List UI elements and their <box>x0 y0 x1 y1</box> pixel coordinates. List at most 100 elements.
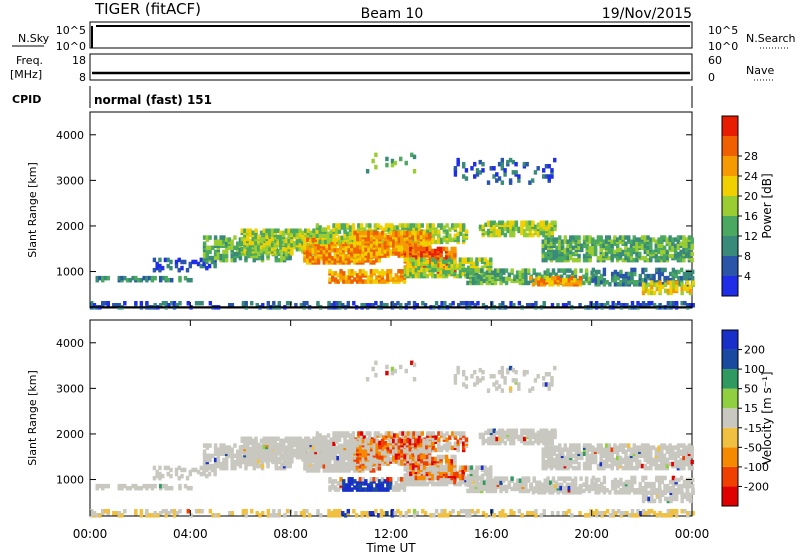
power-cell <box>356 249 360 254</box>
power-cell <box>389 230 393 236</box>
power-cell <box>638 251 642 257</box>
velocity-cell <box>332 435 336 440</box>
power-cell <box>431 267 435 273</box>
velocity-cell <box>166 465 170 471</box>
power-cell <box>306 228 311 233</box>
power-cell <box>556 275 560 281</box>
power-cell <box>660 243 664 249</box>
velocity-cell <box>211 453 215 459</box>
power-cell <box>682 271 687 277</box>
power-cell <box>632 239 636 244</box>
power-cell <box>247 253 251 259</box>
power-cell <box>442 256 446 262</box>
velocity-cell <box>348 439 353 444</box>
power-cell <box>411 261 416 267</box>
power-cell <box>567 300 571 306</box>
power-cell <box>676 245 681 251</box>
power-cell <box>238 255 243 261</box>
velocity-cell <box>219 443 223 448</box>
power-cell <box>521 268 525 273</box>
velocity-cell <box>298 440 302 446</box>
velocity-cell <box>224 449 229 454</box>
power-cell <box>578 275 583 281</box>
power-cell <box>343 223 347 228</box>
power-cell <box>238 241 243 246</box>
power-cell <box>259 244 264 250</box>
power-cell <box>602 267 607 273</box>
velocity-cell <box>661 513 665 518</box>
power-cell <box>114 303 119 308</box>
velocity-cell <box>448 441 452 447</box>
power-cell <box>383 271 387 276</box>
velocity-cell <box>189 485 193 491</box>
velocity-cell <box>342 487 346 492</box>
power-cell <box>346 231 350 236</box>
power-cell <box>211 255 215 261</box>
velocity-cell <box>431 456 435 462</box>
power-cell <box>518 274 523 280</box>
power-cell <box>277 300 282 306</box>
power-cell <box>613 235 617 240</box>
power-cell <box>436 267 441 273</box>
power-cell <box>450 250 454 256</box>
velocity-cell <box>437 431 441 436</box>
power-cell <box>358 277 363 282</box>
velocity-cell <box>98 513 102 518</box>
power-cell <box>485 270 489 275</box>
cpid-text: normal (fast) 151 <box>94 93 212 107</box>
velocity-cell <box>335 431 339 436</box>
power-cell <box>445 229 449 234</box>
power-cell <box>613 282 618 287</box>
velocity-cell <box>372 438 377 444</box>
power-cell <box>495 178 499 183</box>
velocity-cell <box>112 511 116 516</box>
power-cell <box>444 265 449 271</box>
power-cell <box>233 235 237 240</box>
power-cell <box>194 300 199 306</box>
power-cell <box>650 284 654 290</box>
power-cell <box>655 282 660 288</box>
velocity-cell <box>200 508 204 514</box>
velocity-cell <box>230 453 234 459</box>
power-cell <box>379 300 384 306</box>
velocity-cell <box>459 508 464 514</box>
power-cell <box>458 265 463 271</box>
velocity-cell <box>358 459 362 465</box>
power-cell <box>507 276 512 282</box>
power-cell <box>683 284 687 290</box>
power-cell <box>372 230 377 236</box>
power-cell <box>655 279 659 285</box>
velocity-cell <box>352 508 356 514</box>
power-cell <box>665 255 670 261</box>
power-cell <box>422 267 427 273</box>
velocity-cell <box>92 511 97 516</box>
power-cell <box>344 279 349 284</box>
power-cell <box>411 248 416 254</box>
velocity-cell <box>254 457 258 462</box>
power-cell <box>608 282 612 287</box>
power-cell <box>183 259 187 265</box>
power-cell <box>477 268 481 273</box>
power-cell <box>485 280 489 286</box>
power-cell <box>422 238 426 244</box>
power-cell <box>381 227 386 232</box>
power-cell <box>549 253 554 259</box>
power-cell <box>568 274 572 280</box>
power-cell <box>299 303 304 308</box>
velocity-cell <box>353 455 357 460</box>
velocity-cell <box>208 453 212 459</box>
power-cell <box>665 249 670 255</box>
power-cell <box>539 230 543 236</box>
power-cell <box>409 246 413 252</box>
velocity-cell <box>153 511 157 516</box>
power-cell <box>657 267 662 273</box>
power-cell <box>492 224 496 230</box>
velocity-cell <box>534 508 538 514</box>
velocity-cell <box>412 431 416 436</box>
power-cell <box>651 237 656 242</box>
velocity-cell <box>240 448 244 454</box>
power-cell <box>375 279 379 284</box>
velocity-cell <box>163 465 168 471</box>
velocity-cell <box>406 454 410 460</box>
power-cell <box>136 277 141 283</box>
